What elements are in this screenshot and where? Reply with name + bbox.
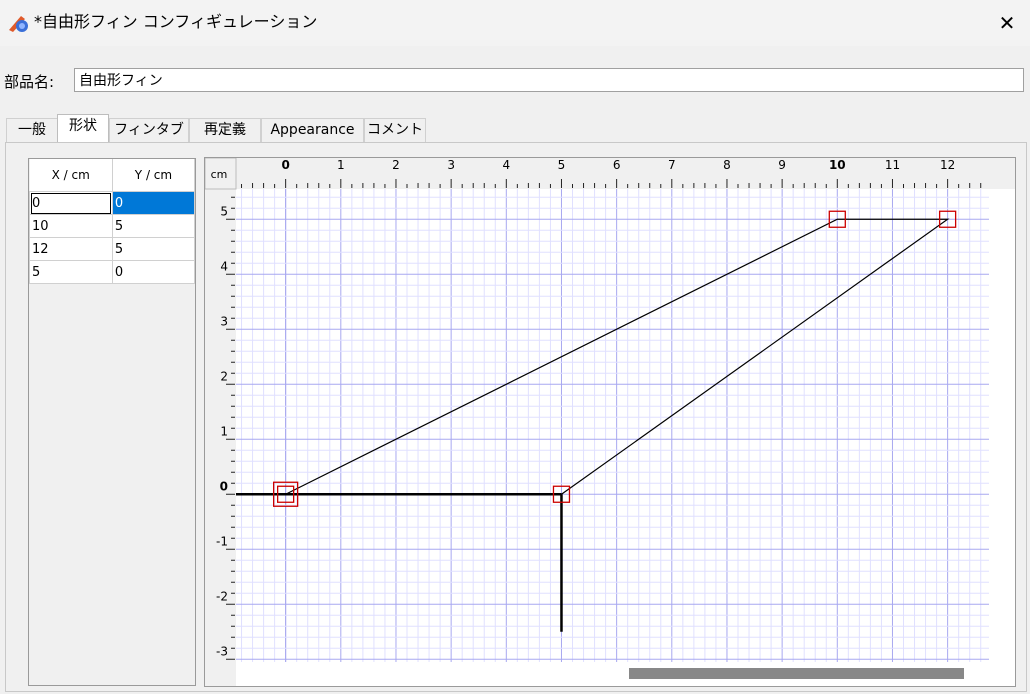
fin-point-handle[interactable] [828, 210, 846, 228]
cell-x[interactable]: 5 [29, 260, 113, 284]
fin-outline [285, 218, 950, 495]
points-table: X / cm Y / cm 0 0 10 5 12 5 5 0 [28, 158, 196, 686]
tab-comment[interactable]: コメント [364, 118, 426, 142]
column-header-x[interactable]: X / cm [29, 159, 113, 192]
part-name-row: 部品名: [0, 66, 1030, 96]
x-tick-label: 6 [613, 158, 621, 172]
close-icon[interactable]: ✕ [998, 11, 1016, 35]
tab-override[interactable]: 再定義 [189, 118, 261, 142]
y-tick-label: -1 [216, 534, 228, 548]
y-tick-label: 3 [220, 314, 228, 328]
x-tick-label: 9 [778, 158, 786, 172]
cell-x[interactable]: 12 [29, 237, 113, 261]
x-tick-label: 12 [940, 158, 955, 172]
cell-y[interactable]: 0 [111, 260, 196, 284]
tab-appearance[interactable]: Appearance [261, 118, 364, 142]
x-tick-label: 0 [281, 158, 289, 172]
y-tick-label: -2 [216, 589, 228, 603]
y-tick-label: -3 [216, 644, 228, 658]
table-row[interactable]: 0 0 [29, 191, 196, 215]
fin-point-selected-handle[interactable] [272, 481, 299, 507]
x-tick-label: 7 [668, 158, 676, 172]
top-ruler [205, 158, 1015, 189]
x-tick-label: 5 [558, 158, 566, 172]
horizontal-scrollbar[interactable] [629, 668, 964, 679]
plot-area [236, 189, 989, 662]
fin-shape-plot[interactable]: 0 1 2 3 4 5 6 7 8 9 10 11 12 5 4 3 2 1 0 -1 -2 -3 cm [204, 157, 1016, 687]
app-rocket-icon [9, 16, 28, 32]
table-row[interactable]: 10 5 [29, 214, 196, 238]
left-ruler [205, 158, 236, 686]
tab-shape[interactable]: 形状 [57, 114, 109, 142]
y-tick-label: 5 [220, 204, 228, 218]
x-tick-label: 8 [723, 158, 731, 172]
x-tick-label: 10 [829, 158, 846, 172]
y-tick-label: 0 [220, 479, 228, 493]
cell-x[interactable]: 10 [29, 214, 113, 238]
column-header-y[interactable]: Y / cm [112, 159, 196, 192]
x-tick-label: 3 [447, 158, 455, 172]
cell-y[interactable]: 0 [111, 191, 196, 215]
cell-y[interactable]: 5 [111, 237, 196, 261]
y-tick-label: 4 [220, 259, 228, 273]
tab-fin-tabs[interactable]: フィンタブ [109, 118, 189, 142]
table-row[interactable]: 12 5 [29, 237, 196, 261]
fin-point-handle[interactable] [552, 485, 571, 503]
title-bar: *自由形フィン コンフィギュレーション ✕ [0, 0, 1030, 46]
cell-y[interactable]: 5 [111, 214, 196, 238]
table-row[interactable]: 5 0 [29, 260, 196, 284]
y-tick-label: 2 [220, 369, 228, 383]
fin-point-handle[interactable] [276, 485, 295, 503]
x-tick-label: 11 [885, 158, 900, 172]
x-tick-label: 2 [392, 158, 400, 172]
units-label: cm [211, 168, 228, 181]
fin-point-handle[interactable] [938, 210, 957, 228]
part-name-field[interactable] [74, 68, 1024, 92]
window-title: *自由形フィン コンフィギュレーション [34, 12, 318, 31]
x-tick-label: 1 [337, 158, 345, 172]
cell-x[interactable]: 0 [29, 191, 113, 215]
units-corner [204, 157, 237, 190]
part-name-label: 部品名: [4, 73, 55, 91]
tab-general[interactable]: 一般 [6, 118, 58, 142]
x-tick-label: 4 [502, 158, 510, 172]
y-tick-label: 1 [220, 424, 228, 438]
